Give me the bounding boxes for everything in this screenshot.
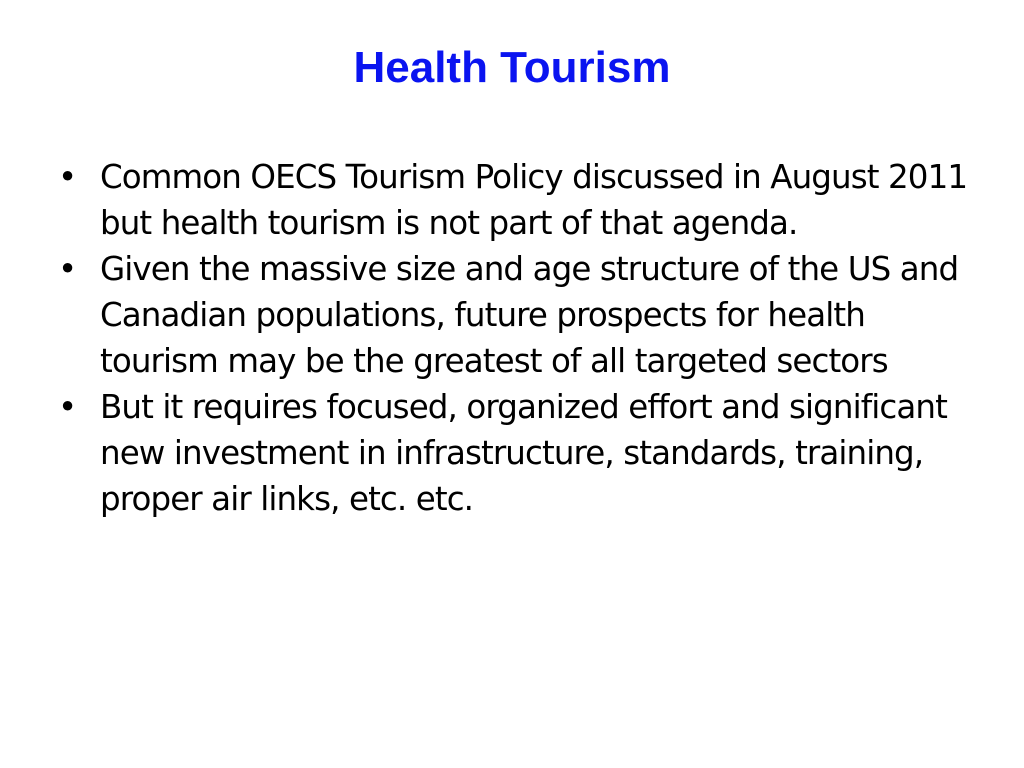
bullet-text: Given the massive size and age structure… xyxy=(100,250,959,380)
bullet-text: Common OECS Tourism Policy discussed in … xyxy=(100,158,968,242)
bullet-item: • Common OECS Tourism Policy discussed in… xyxy=(58,154,988,246)
bullet-icon: • xyxy=(58,388,77,426)
bullet-item: • But it requires focused, organized effo… xyxy=(58,384,988,522)
bullet-icon: • xyxy=(58,250,77,288)
bullet-text: But it requires focused, organized effor… xyxy=(100,388,948,518)
bullet-list: • Common OECS Tourism Policy discussed in… xyxy=(58,154,988,522)
slide-title: Health Tourism xyxy=(353,43,671,92)
bullet-item: • Given the massive size and age structur… xyxy=(58,246,988,384)
bullet-icon: • xyxy=(58,158,77,196)
